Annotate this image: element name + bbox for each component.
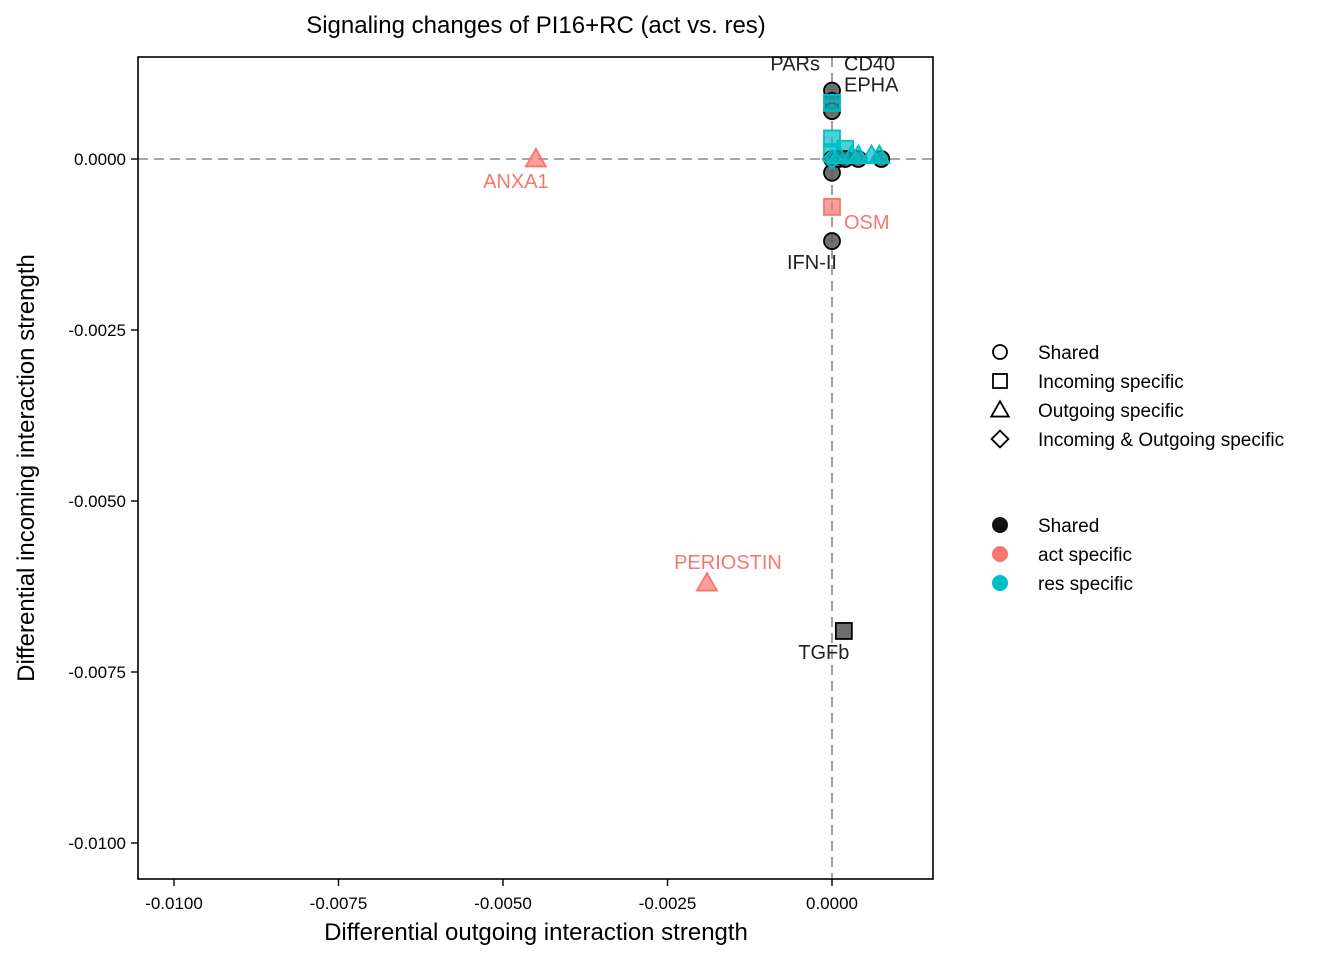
legend-label: act specific xyxy=(1038,545,1132,566)
legend-key-triangle xyxy=(989,399,1011,418)
legend-label: Shared xyxy=(1038,516,1099,537)
legend-label: Outgoing specific xyxy=(1038,401,1184,422)
x-tick-label: 0.0000 xyxy=(806,894,858,913)
point-label: CD40 xyxy=(844,54,895,76)
point-label: PERIOSTIN xyxy=(674,552,782,574)
legend-label: Incoming & Outgoing specific xyxy=(1038,430,1284,451)
point-label: OSM xyxy=(844,212,890,234)
legend-color-key xyxy=(992,575,1008,591)
data-point xyxy=(823,94,841,112)
data-point xyxy=(823,197,841,216)
data-point xyxy=(695,571,719,592)
x-tick-label: -0.0075 xyxy=(310,894,368,913)
data-point xyxy=(823,232,841,250)
y-tick-label: 0.0000 xyxy=(74,150,126,169)
point-label: IFN-II xyxy=(787,252,837,274)
data-point xyxy=(867,143,891,164)
point-label: EPHA xyxy=(844,74,899,96)
legend-color-key xyxy=(992,517,1008,533)
legend-key-circle xyxy=(992,344,1008,360)
y-axis-title: Differential incoming interaction streng… xyxy=(13,254,40,682)
y-tick-label: -0.0025 xyxy=(68,321,126,340)
legend-color-key xyxy=(992,546,1008,562)
legend-label: Incoming specific xyxy=(1038,372,1184,393)
legend: Shared Incoming specific Outgoing specific… xyxy=(989,343,1284,595)
point-label: TGFb xyxy=(798,642,849,664)
y-tick-label: -0.0100 xyxy=(68,834,126,853)
y-axis: 0.0000 -0.0025 -0.0050 -0.0075 -0.0100 xyxy=(68,150,138,853)
y-tick-label: -0.0075 xyxy=(68,663,126,682)
point-label: ANXA1 xyxy=(483,171,549,193)
x-tick-label: -0.0100 xyxy=(145,894,203,913)
chart-title: Signaling changes of PI16+RC (act vs. re… xyxy=(306,12,766,39)
x-tick-label: -0.0025 xyxy=(639,894,697,913)
legend-label: res specific xyxy=(1038,574,1133,595)
data-point xyxy=(834,622,853,640)
plot-border xyxy=(137,56,934,880)
data-point xyxy=(821,148,843,170)
data-point xyxy=(524,147,548,168)
legend-key-diamond xyxy=(990,429,1010,449)
x-axis: -0.0100 -0.0075 -0.0050 -0.0025 0.0000 xyxy=(145,879,858,913)
x-tick-label: -0.0050 xyxy=(474,894,532,913)
legend-label: Shared xyxy=(1038,343,1099,364)
y-tick-label: -0.0050 xyxy=(68,492,126,511)
x-axis-title: Differential outgoing interaction streng… xyxy=(324,919,748,946)
legend-key-square xyxy=(992,373,1008,389)
point-label: PARs xyxy=(770,54,820,76)
